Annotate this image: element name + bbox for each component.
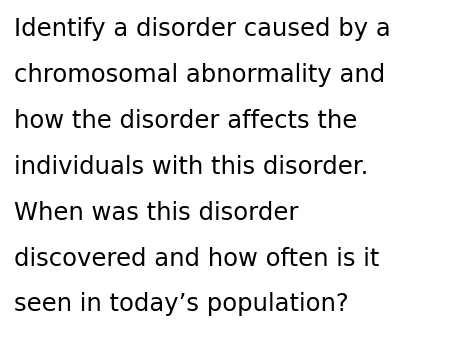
Text: individuals with this disorder.: individuals with this disorder. [14, 155, 368, 179]
Text: Identify a disorder caused by a: Identify a disorder caused by a [14, 17, 391, 41]
Text: seen in today’s population?: seen in today’s population? [14, 292, 349, 317]
Text: how the disorder affects the: how the disorder affects the [14, 109, 357, 133]
Text: discovered and how often is it: discovered and how often is it [14, 246, 380, 271]
Text: chromosomal abnormality and: chromosomal abnormality and [14, 63, 385, 87]
Text: When was this disorder: When was this disorder [14, 201, 299, 225]
